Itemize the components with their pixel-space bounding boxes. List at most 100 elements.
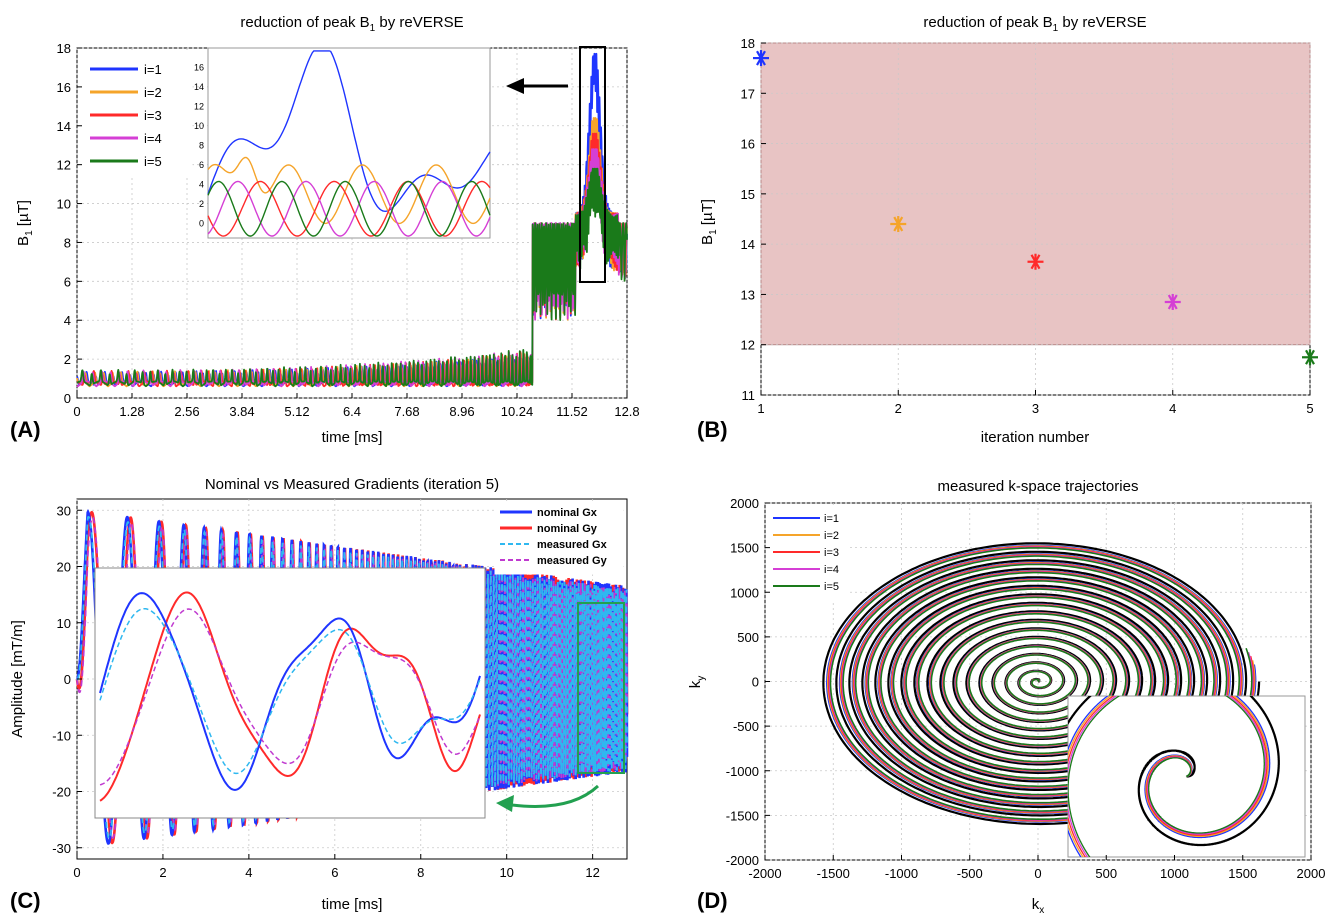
legend-label-1: i=1 bbox=[824, 513, 839, 525]
chart-d-xlabel: kx bbox=[1032, 896, 1045, 916]
inset-curves bbox=[1068, 696, 1280, 857]
chart-c-ylabel: Amplitude [mT/m] bbox=[9, 620, 26, 738]
inset-y-tick-label: 14 bbox=[194, 82, 204, 92]
chart-a-series bbox=[76, 52, 628, 388]
chart-c-arrow bbox=[496, 784, 600, 812]
y-tick-label: 4 bbox=[64, 313, 71, 328]
x-tick-label: 2 bbox=[895, 401, 902, 416]
x-tick-label: 12 bbox=[585, 865, 599, 880]
inset-series-line-4 bbox=[207, 180, 491, 237]
chart-c: nominal Gx nominal Gy measured Gx measured … bbox=[9, 476, 629, 913]
inset-series-line-2 bbox=[207, 156, 491, 225]
x-tick-label: 7.68 bbox=[394, 404, 419, 419]
inset-trajectory-2 bbox=[1068, 696, 1269, 857]
x-tick-label: 2000 bbox=[1297, 866, 1326, 881]
legend-label-3: i=3 bbox=[144, 108, 162, 123]
legend-label-5: i=5 bbox=[824, 581, 839, 593]
chart-d-title: measured k-space trajectories bbox=[938, 478, 1139, 495]
y-tick-label: 11 bbox=[742, 388, 756, 403]
trajectory-5 bbox=[829, 547, 1253, 821]
chart-d-ylabel: ky bbox=[687, 676, 707, 689]
inset-series-line-nominal-Gy bbox=[99, 591, 481, 802]
y-tick-label: 8 bbox=[64, 235, 71, 250]
inset-trajectory-4 bbox=[1068, 696, 1267, 857]
chart-a-ylabel: B1 [µT] bbox=[15, 200, 35, 246]
y-tick-label: 13 bbox=[741, 287, 755, 302]
chart-b-points bbox=[753, 50, 1318, 366]
data-point-4 bbox=[1164, 293, 1181, 310]
x-tick-label: 1.28 bbox=[119, 404, 144, 419]
legend-label-2: i=2 bbox=[144, 85, 162, 100]
x-tick-label: -2000 bbox=[748, 866, 781, 881]
panel-label-a: (A) bbox=[10, 417, 41, 442]
y-tick-label: 6 bbox=[64, 274, 71, 289]
chart-b-title: reduction of peak B1 by reVERSE bbox=[923, 14, 1146, 34]
y-tick-label: 17 bbox=[741, 86, 755, 101]
inset-y-tick-label: 4 bbox=[199, 179, 204, 189]
x-tick-label: 5.12 bbox=[284, 404, 309, 419]
chart-a-zoom-box bbox=[579, 46, 606, 283]
x-tick-label: 3 bbox=[1032, 401, 1039, 416]
x-tick-label: 10.24 bbox=[501, 404, 534, 419]
y-tick-label: 0 bbox=[752, 675, 759, 690]
inset-y-tick-label: 2 bbox=[199, 199, 204, 209]
chart-c-xlabel: time [ms] bbox=[322, 896, 383, 913]
chart-c-ticks: 0 2 4 6 8 10 12 -30 -20 -10 0 10 20 30 bbox=[52, 503, 600, 880]
y-tick-label: 18 bbox=[57, 41, 71, 56]
y-tick-label: -1500 bbox=[726, 808, 759, 823]
x-tick-label: 0 bbox=[1034, 866, 1041, 881]
chart-a-inset: 0 2 4 6 8 10 12 14 16 bbox=[194, 47, 491, 239]
inset-series-line-measured-Gy bbox=[99, 608, 481, 786]
chart-a-arrow bbox=[506, 78, 568, 94]
x-tick-label: -1500 bbox=[817, 866, 850, 881]
inset-y-tick-label: 8 bbox=[199, 140, 204, 150]
x-tick-label: 6.4 bbox=[343, 404, 361, 419]
chart-c-zoom-box bbox=[577, 602, 625, 774]
chart-a: 0 2 4 6 8 10 12 14 16 i=1 i=2 i=3 i=4 i=5 0 1.28 2.56 3… bbox=[15, 14, 640, 446]
y-tick-label: 16 bbox=[741, 137, 755, 152]
inset-y-tick-label: 10 bbox=[194, 121, 204, 131]
inset-trajectory-5 bbox=[1068, 696, 1265, 857]
x-tick-label: 1 bbox=[757, 401, 764, 416]
y-tick-label: 14 bbox=[57, 119, 71, 134]
y-tick-label: 10 bbox=[57, 616, 71, 631]
legend-label-4: measured Gy bbox=[537, 555, 608, 567]
y-tick-label: 15 bbox=[741, 187, 755, 202]
inset-frame bbox=[207, 47, 491, 239]
chart-a-title: reduction of peak B1 by reVERSE bbox=[240, 14, 463, 34]
x-tick-label: 2 bbox=[159, 865, 166, 880]
legend-label-3: i=3 bbox=[824, 547, 839, 559]
y-tick-label: 2000 bbox=[730, 496, 759, 511]
y-tick-label: 1000 bbox=[730, 585, 759, 600]
x-tick-label: 5 bbox=[1306, 401, 1313, 416]
inset-y-tick-label: 16 bbox=[194, 62, 204, 72]
legend-label-1: nominal Gx bbox=[537, 507, 598, 519]
y-tick-label: -2000 bbox=[726, 853, 759, 868]
y-tick-label: -20 bbox=[52, 785, 71, 800]
inset-y-tick-label: 12 bbox=[194, 101, 204, 111]
series-line-5 bbox=[76, 167, 628, 388]
chart-c-inset bbox=[94, 567, 486, 819]
inset-y-tick-label: 6 bbox=[199, 160, 204, 170]
y-tick-label: 2 bbox=[64, 352, 71, 367]
y-tick-label: 12 bbox=[741, 338, 755, 353]
chart-d-inset bbox=[1067, 695, 1306, 858]
y-tick-label: 18 bbox=[741, 36, 755, 51]
x-tick-label: 500 bbox=[1095, 866, 1117, 881]
chart-a-legend: i=1 i=2 i=3 i=4 i=5 bbox=[81, 52, 193, 176]
x-tick-label: 4 bbox=[245, 865, 252, 880]
inset-y-tick-label: 0 bbox=[199, 218, 204, 228]
legend-label-3: measured Gx bbox=[537, 539, 608, 551]
inset-series-line-nominal-Gx bbox=[99, 592, 481, 791]
legend-label-2: i=2 bbox=[824, 530, 839, 542]
y-tick-label: 0 bbox=[64, 391, 71, 406]
y-tick-label: 10 bbox=[57, 197, 71, 212]
panel-label-c: (C) bbox=[10, 888, 41, 913]
y-tick-label: -1000 bbox=[726, 764, 759, 779]
y-tick-label: 1500 bbox=[730, 541, 759, 556]
inset-series-line-5 bbox=[207, 180, 491, 237]
chart-d-legend: i=1 i=2 i=3 i=4 i=5 bbox=[768, 506, 850, 603]
panel-label-b: (B) bbox=[697, 417, 728, 442]
